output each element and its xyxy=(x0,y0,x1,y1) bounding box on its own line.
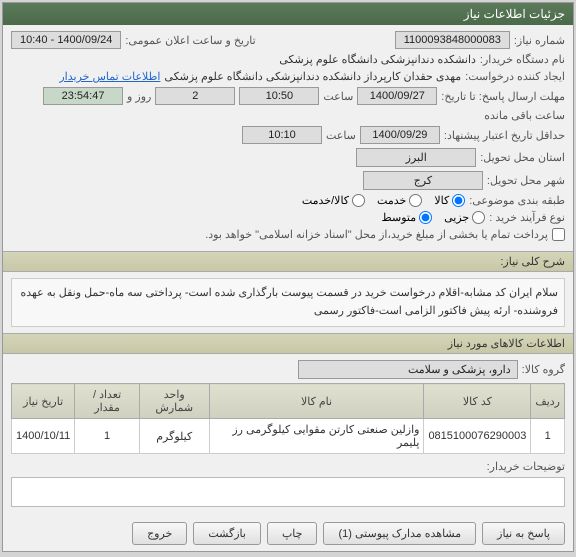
payment-note-text: پرداخت تمام یا بخشی از مبلغ خرید،از محل … xyxy=(205,228,548,241)
col-row: ردیف xyxy=(531,384,565,419)
province-label: استان محل تحویل: xyxy=(480,151,565,164)
days-label: روز و xyxy=(127,90,151,103)
buyer-notes-textarea[interactable] xyxy=(11,477,565,507)
cell-code: 0815100076290003 xyxy=(424,419,531,454)
col-code: کد کالا xyxy=(424,384,531,419)
cell-unit: کیلوگرم xyxy=(139,419,209,454)
buyer-org-label: نام دستگاه خریدار: xyxy=(480,53,565,66)
exit-button[interactable]: خروج xyxy=(132,522,187,545)
process-type-label: نوع فرآیند خرید : xyxy=(489,211,565,224)
cell-row: 1 xyxy=(531,419,565,454)
category-radio-both[interactable] xyxy=(352,194,365,207)
back-button[interactable]: بازگشت xyxy=(193,522,261,545)
countdown-timer: 23:54:47 xyxy=(43,87,123,105)
button-bar: پاسخ به نیاز مشاهده مدارک پیوستی (1) چاپ… xyxy=(3,516,573,551)
send-deadline-time: 10:50 xyxy=(239,87,319,105)
requester-label: ایجاد کننده درخواست: xyxy=(465,70,565,83)
announce-label: تاریخ و ساعت اعلان عمومی: xyxy=(125,34,255,47)
category-option-goods[interactable]: کالا xyxy=(434,194,465,207)
city-label: شهر محل تحویل: xyxy=(487,174,565,187)
payment-checkbox[interactable] xyxy=(552,228,565,241)
group-label: گروه کالا: xyxy=(522,363,565,376)
print-button[interactable]: چاپ xyxy=(267,522,318,545)
province-value: البرز xyxy=(356,148,476,167)
proposal-deadline-date: 1400/09/29 xyxy=(360,126,440,144)
buyer-org-value: دانشکده دندانپزشکی دانشگاه علوم پزشکی xyxy=(279,53,476,66)
process-option-minor[interactable]: جزیی xyxy=(444,211,485,224)
process-type-radio-group: جزیی متوسط xyxy=(382,211,486,224)
cell-qty: 1 xyxy=(75,419,140,454)
col-unit: واحد شمارش xyxy=(139,384,209,419)
category-radio-group: کالا خدمت کالا/خدمت xyxy=(302,194,465,207)
group-value: دارو، پزشکی و سلامت xyxy=(298,360,518,379)
general-desc-header: شرح کلی نیاز: xyxy=(3,251,573,272)
process-radio-minor[interactable] xyxy=(472,211,485,224)
need-number-value: 1100093848000083 xyxy=(395,31,510,49)
send-deadline-date: 1400/09/27 xyxy=(357,87,437,105)
col-name: نام کالا xyxy=(209,384,424,419)
send-deadline-label: مهلت ارسال پاسخ: تا تاریخ: xyxy=(441,90,565,103)
proposal-time-label: ساعت xyxy=(326,129,356,142)
cell-date: 1400/10/11 xyxy=(12,419,75,454)
category-option-service[interactable]: خدمت xyxy=(377,194,422,207)
category-radio-service[interactable] xyxy=(409,194,422,207)
announce-value: 1400/09/24 - 10:40 xyxy=(11,31,121,49)
buyer-notes-label: توضیحات خریدار: xyxy=(487,460,565,473)
proposal-deadline-label: حداقل تاریخ اعتبار پیشنهاد: xyxy=(444,129,565,142)
category-option-both[interactable]: کالا/خدمت xyxy=(302,194,365,207)
need-number-label: شماره نیاز: xyxy=(514,34,565,47)
col-date: تاریخ نیاز xyxy=(12,384,75,419)
category-label: طبقه بندی موضوعی: xyxy=(469,194,565,207)
process-option-medium[interactable]: متوسط xyxy=(382,211,433,224)
attachments-button[interactable]: مشاهده مدارک پیوستی (1) xyxy=(323,522,476,545)
items-section-header: اطلاعات کالاهای مورد نیاز xyxy=(3,333,573,354)
general-desc-text: سلام ایران کد مشابه-اقلام درخواست خرید د… xyxy=(11,278,565,327)
category-radio-goods[interactable] xyxy=(452,194,465,207)
send-time-label: ساعت xyxy=(323,90,353,103)
contact-link[interactable]: اطلاعات تماس خریدار xyxy=(59,70,160,83)
days-value: 2 xyxy=(155,87,235,105)
remaining-label: ساعت باقی مانده xyxy=(484,109,565,122)
col-qty: تعداد / مقدار xyxy=(75,384,140,419)
respond-button[interactable]: پاسخ به نیاز xyxy=(482,522,565,545)
city-value: کرج xyxy=(363,171,483,190)
proposal-deadline-time: 10:10 xyxy=(242,126,322,144)
payment-note-checkbox[interactable]: پرداخت تمام یا بخشی از مبلغ خرید،از محل … xyxy=(205,228,565,241)
items-table: ردیف کد کالا نام کالا واحد شمارش تعداد /… xyxy=(11,383,565,454)
main-info-panel: شماره نیاز: 1100093848000083 تاریخ و ساع… xyxy=(3,25,573,251)
table-header-row: ردیف کد کالا نام کالا واحد شمارش تعداد /… xyxy=(12,384,565,419)
window-titlebar: جزئیات اطلاعات نیاز xyxy=(3,3,573,25)
requester-value: مهدی حقدان کارپرداز دانشکده دندانپزشکی د… xyxy=(164,70,461,83)
details-window: جزئیات اطلاعات نیاز شماره نیاز: 11000938… xyxy=(2,2,574,552)
process-radio-medium[interactable] xyxy=(419,211,432,224)
table-row[interactable]: 1 0815100076290003 وازلین صنعتی کارتن مق… xyxy=(12,419,565,454)
cell-name: وازلین صنعتی کارتن مقوایی کیلوگرمی رز پل… xyxy=(209,419,424,454)
